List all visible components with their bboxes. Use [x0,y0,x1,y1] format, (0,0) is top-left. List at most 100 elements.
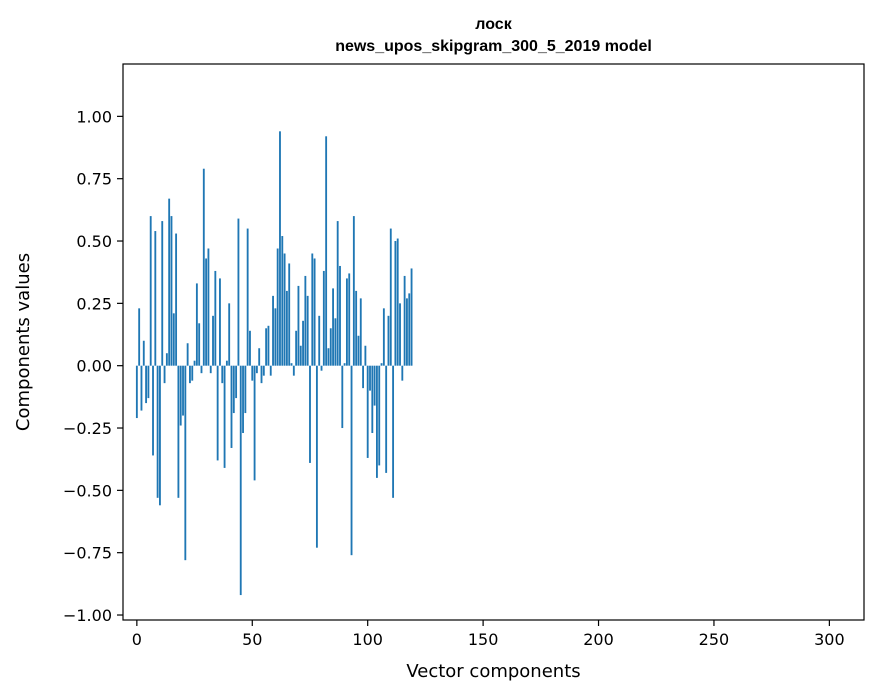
y-tick-label: −0.25 [63,419,112,438]
bar [274,308,277,366]
bar [165,353,168,366]
bar [352,216,355,366]
bar [297,285,300,366]
bar [195,283,198,366]
bar [159,365,161,506]
bar [207,248,210,366]
bar [200,365,203,374]
bar [161,221,164,366]
bar [362,365,364,389]
x-tick-label: 300 [814,630,845,649]
bar [320,365,323,371]
x-tick-label: 150 [468,630,499,649]
bar [182,365,184,416]
bar [345,278,348,366]
bar [392,365,395,498]
bar [186,343,189,366]
bar [378,365,381,466]
y-tick-label: 1.00 [76,107,112,126]
bar [339,265,341,366]
bar [309,365,311,463]
bar [285,290,288,366]
bar [260,365,263,384]
bar [336,221,339,366]
bar [221,365,224,384]
bar [184,365,187,561]
y-tick-label: 0.75 [76,170,112,189]
bar [265,328,268,366]
chart-title: лоск [475,16,512,33]
bar [350,365,353,556]
bar [295,330,298,366]
bar [315,365,318,548]
bar [140,365,143,411]
bar [175,233,178,366]
bar [318,315,321,366]
bar [177,365,180,498]
bar [244,365,247,414]
bar [228,303,231,366]
bar [292,365,295,376]
bar [246,228,249,366]
x-axis-ticks: 0 50 100 150 200 250 300 [132,620,845,649]
bar [237,218,240,366]
y-tick-label: −0.75 [63,544,112,563]
bar [376,365,378,478]
x-tick-label: 250 [699,630,730,649]
x-tick-label: 100 [352,630,383,649]
bar [135,365,138,419]
x-tick-label: 0 [132,630,142,649]
bar [189,365,191,384]
bar [299,345,302,366]
bar [327,348,330,366]
bar [168,198,171,366]
bar [223,365,226,468]
x-tick-label: 200 [583,630,614,649]
bar [355,290,358,366]
bar [216,365,219,461]
bar [249,330,251,366]
bar [371,365,374,434]
bar [387,315,390,366]
bar [281,236,284,366]
bar [253,365,256,481]
bar [198,323,201,366]
y-axis-ticks: −1.00 −0.75 −0.50 −0.25 0.00 0.25 0.50 0.75 1.00 [63,107,123,625]
y-tick-label: −1.00 [63,606,112,625]
bar [290,363,293,366]
bar [145,365,148,404]
bar [401,365,404,381]
bar [242,365,244,434]
bar [239,365,242,596]
bars-group [135,131,413,596]
bar [322,270,325,366]
bar [272,295,274,366]
y-tick-label: 0.50 [76,232,112,251]
bar [191,365,194,381]
bar [359,298,362,366]
bar [142,340,145,366]
bar [302,320,304,366]
bar [313,258,316,366]
bar [202,168,205,366]
bar [357,335,360,366]
bar [283,253,286,366]
bar [205,258,208,366]
bar [154,231,157,366]
bar [288,263,291,366]
bar [179,365,182,426]
y-axis-label: Components values [13,253,34,431]
bar [214,270,217,366]
bar [276,248,279,366]
bar [219,278,221,366]
bar [232,365,235,414]
y-tick-label: 0.00 [76,357,112,376]
bar [225,360,228,366]
bar [138,308,141,366]
bar [235,365,238,399]
bar [382,308,385,366]
x-axis-label: Vector components [406,661,580,682]
x-tick-label: 50 [242,630,262,649]
bar [380,363,383,366]
